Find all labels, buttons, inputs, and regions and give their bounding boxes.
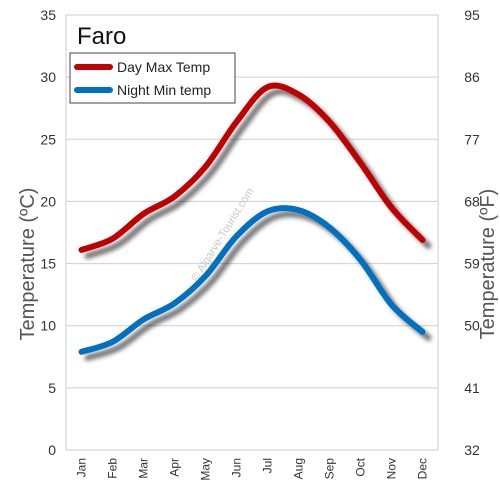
data-point-day-max-temp-feb	[110, 236, 115, 242]
y-tick-right: 32	[464, 442, 480, 458]
left-axis-ticks: 0 5 10 15 20 25 30 35	[40, 7, 56, 458]
x-tick-mar: Mar	[137, 458, 151, 479]
y-axis-label-left: Temperature (ºC)	[17, 188, 39, 341]
y-axis-label-right: Temperature (ºF)	[477, 189, 499, 340]
legend: Day Max Temp Night Min temp	[69, 52, 236, 104]
data-point-day-max-temp-jul	[265, 84, 270, 90]
y-tick-left: 30	[40, 69, 56, 85]
data-point-day-max-temp-dec	[420, 237, 425, 243]
chart-title: Faro	[77, 23, 126, 50]
y-tick-left: 15	[40, 256, 56, 272]
x-tick-sep: Sep	[323, 458, 337, 480]
y-tick-right: 77	[464, 131, 480, 147]
y-tick-left: 5	[48, 380, 56, 396]
x-tick-aug: Aug	[292, 458, 306, 479]
y-tick-right: 68	[464, 193, 480, 209]
x-tick-jul: Jul	[261, 458, 275, 473]
y-tick-right: 50	[464, 318, 480, 334]
data-point-night-min-temp-sep	[327, 225, 332, 231]
x-tick-dec: Dec	[416, 458, 430, 479]
y-tick-left: 0	[48, 442, 56, 458]
data-point-night-min-temp-jun	[234, 233, 239, 239]
x-tick-jan: Jan	[75, 458, 89, 477]
data-point-day-max-temp-may	[203, 164, 208, 170]
y-tick-left: 20	[40, 193, 56, 209]
data-point-night-min-temp-aug	[296, 207, 301, 213]
legend-box	[69, 52, 236, 104]
data-point-night-min-temp-oct	[358, 257, 363, 263]
y-tick-right: 86	[464, 69, 480, 85]
data-point-day-max-temp-oct	[358, 160, 363, 166]
data-point-night-min-temp-may	[203, 273, 208, 279]
data-point-night-min-temp-dec	[420, 329, 425, 335]
data-point-night-min-temp-jul	[265, 208, 270, 214]
series-layer	[78, 82, 432, 361]
y-tick-right: 95	[464, 7, 480, 23]
data-point-night-min-temp-mar	[141, 317, 146, 322]
data-point-night-min-temp-apr	[172, 300, 177, 306]
data-point-day-max-temp-nov	[389, 205, 394, 211]
y-tick-left: 35	[40, 7, 56, 23]
x-tick-jun: Jun	[230, 458, 244, 477]
x-tick-may: May	[199, 458, 213, 481]
data-point-day-max-temp-mar	[141, 211, 146, 217]
series-line-day-max-temp	[78, 82, 426, 253]
data-point-night-min-temp-feb	[110, 339, 115, 345]
x-tick-apr: Apr	[168, 458, 182, 477]
x-tick-feb: Feb	[106, 458, 120, 479]
right-axis-ticks: 32 41 50 59 68 77 86 95	[464, 7, 480, 458]
x-axis-ticks: Jan Feb Mar Apr May Jun Jul Aug Sep Oct Nov Dec	[75, 457, 430, 480]
y-tick-right: 41	[464, 380, 480, 396]
data-point-day-max-temp-jun	[234, 119, 239, 125]
y-tick-left: 10	[40, 318, 56, 334]
legend-label-night-min: Night Min temp	[117, 82, 211, 98]
data-point-day-max-temp-jan	[79, 247, 84, 253]
x-tick-nov: Nov	[385, 458, 399, 479]
legend-label-day-max: Day Max Temp	[117, 59, 210, 75]
data-point-day-max-temp-sep	[327, 119, 332, 125]
data-point-night-min-temp-jan	[79, 349, 84, 355]
y-tick-left: 25	[40, 131, 56, 147]
data-point-night-min-temp-nov	[389, 302, 394, 308]
y-tick-right: 59	[464, 256, 480, 272]
series-line-night-min-temp	[78, 205, 426, 355]
data-point-day-max-temp-aug	[296, 92, 301, 98]
grid-lines	[66, 76, 438, 389]
data-point-day-max-temp-apr	[172, 193, 177, 199]
x-tick-oct: Oct	[354, 457, 368, 476]
